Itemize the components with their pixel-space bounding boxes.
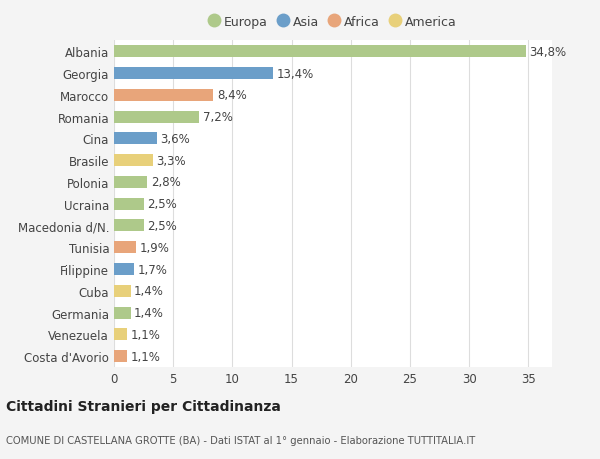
Text: 1,7%: 1,7% xyxy=(137,263,167,276)
Text: Cittadini Stranieri per Cittadinanza: Cittadini Stranieri per Cittadinanza xyxy=(6,399,281,413)
Text: 7,2%: 7,2% xyxy=(203,111,233,124)
Text: 2,5%: 2,5% xyxy=(147,219,177,232)
Text: 1,1%: 1,1% xyxy=(131,328,160,341)
Bar xyxy=(114,155,153,167)
Bar xyxy=(114,263,134,275)
Text: 1,1%: 1,1% xyxy=(131,350,160,363)
Bar xyxy=(114,112,199,123)
Text: 3,6%: 3,6% xyxy=(160,133,190,146)
Text: 8,4%: 8,4% xyxy=(217,89,247,102)
Bar xyxy=(114,90,214,101)
Text: 2,8%: 2,8% xyxy=(151,176,181,189)
Bar xyxy=(114,133,157,145)
Bar xyxy=(114,350,127,362)
Bar xyxy=(114,285,131,297)
Bar xyxy=(114,177,147,189)
Text: 3,3%: 3,3% xyxy=(157,154,186,167)
Bar xyxy=(114,220,143,232)
Text: 1,9%: 1,9% xyxy=(140,241,170,254)
Bar xyxy=(114,68,272,80)
Text: 34,8%: 34,8% xyxy=(530,46,566,59)
Bar xyxy=(114,198,143,210)
Text: COMUNE DI CASTELLANA GROTTE (BA) - Dati ISTAT al 1° gennaio - Elaborazione TUTTI: COMUNE DI CASTELLANA GROTTE (BA) - Dati … xyxy=(6,435,475,445)
Text: 1,4%: 1,4% xyxy=(134,285,164,297)
Bar xyxy=(114,242,136,254)
Legend: Europa, Asia, Africa, America: Europa, Asia, Africa, America xyxy=(206,14,460,32)
Bar xyxy=(114,46,526,58)
Text: 1,4%: 1,4% xyxy=(134,307,164,319)
Bar xyxy=(114,329,127,341)
Text: 2,5%: 2,5% xyxy=(147,198,177,211)
Bar xyxy=(114,307,131,319)
Text: 13,4%: 13,4% xyxy=(276,67,313,80)
